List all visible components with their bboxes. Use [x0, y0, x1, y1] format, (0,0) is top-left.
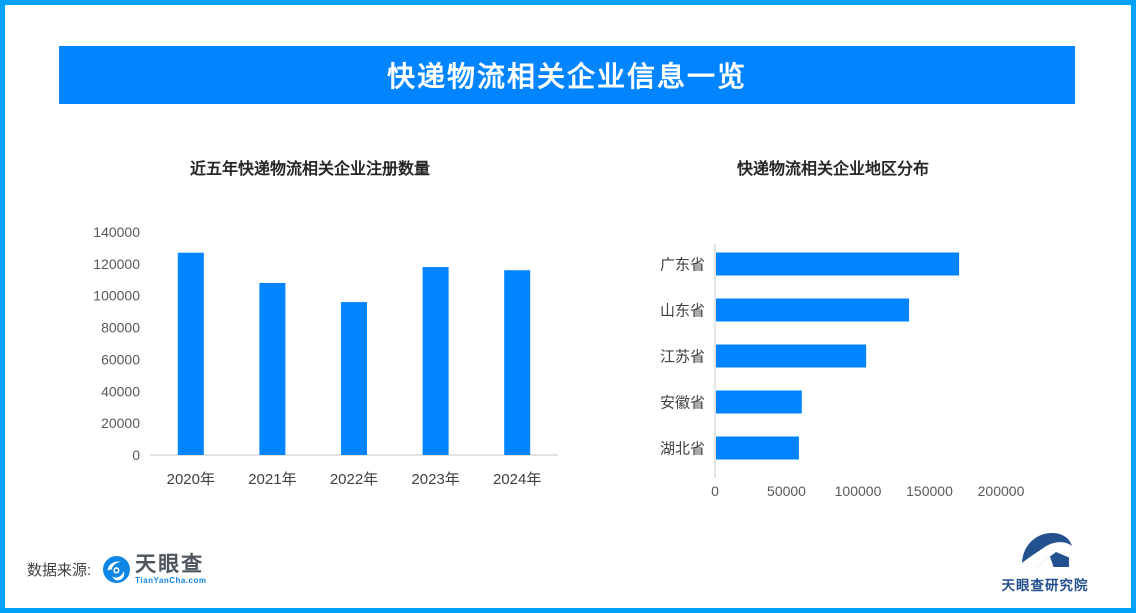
tianyancha-wordmark: 天眼查 TianYanCha.com	[135, 554, 206, 585]
svg-text:山东省: 山东省	[660, 303, 705, 320]
svg-text:江苏省: 江苏省	[660, 349, 705, 366]
page-title: 快递物流相关企业信息一览	[386, 61, 747, 92]
svg-text:100000: 100000	[93, 288, 140, 304]
registration-bar-chart: 0 20000 40000 60000 80000 100000 120000 140000 2…	[93, 224, 558, 488]
svg-text:0: 0	[132, 447, 140, 463]
data-source: 数据来源: 天眼查 TianYanCha.com	[27, 554, 207, 585]
svg-text:120000: 120000	[93, 256, 140, 272]
svg-text:200000: 200000	[978, 483, 1025, 499]
source-label: 数据来源:	[27, 562, 92, 579]
tianyancha-logo: 天眼查 TianYanCha.com	[103, 554, 206, 585]
institute-sail-icon	[1022, 533, 1072, 567]
svg-text:80000: 80000	[101, 320, 140, 336]
svg-text:60000: 60000	[101, 351, 140, 367]
svg-text:2020年: 2020年	[167, 471, 215, 488]
institute-name: 天眼查研究院	[1001, 578, 1089, 593]
svg-text:2021年: 2021年	[248, 471, 296, 488]
svg-text:0: 0	[711, 483, 719, 499]
svg-text:100000: 100000	[835, 483, 882, 499]
region-chart-title: 快递物流相关企业地区分布	[736, 161, 929, 178]
svg-text:2022年: 2022年	[330, 471, 378, 488]
tianyancha-name: 天眼查	[135, 553, 205, 576]
registration-chart-title: 近五年快递物流相关企业注册数量	[189, 161, 430, 178]
svg-text:140000: 140000	[93, 224, 140, 240]
svg-text:广东省: 广东省	[660, 257, 705, 274]
tianyancha-eye-icon	[103, 556, 131, 583]
svg-text:2024年: 2024年	[493, 471, 541, 488]
svg-text:50000: 50000	[767, 483, 806, 499]
svg-text:2023年: 2023年	[411, 471, 459, 488]
institute-logo: 天眼查研究院	[993, 529, 1097, 594]
svg-text:150000: 150000	[906, 483, 953, 499]
svg-text:20000: 20000	[101, 415, 140, 431]
banner: 快递物流相关企业信息一览	[59, 46, 1075, 104]
svg-text:湖北省: 湖北省	[660, 441, 705, 458]
svg-text:安徽省: 安徽省	[660, 395, 705, 412]
svg-text:40000: 40000	[101, 383, 140, 399]
tianyancha-domain: TianYanCha.com	[135, 576, 207, 585]
